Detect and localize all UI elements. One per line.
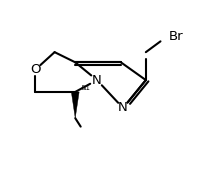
Polygon shape [71, 92, 79, 118]
Text: &1: &1 [80, 85, 90, 91]
Text: Br: Br [169, 30, 183, 43]
Text: N: N [92, 74, 102, 87]
Text: N: N [118, 101, 128, 115]
Text: O: O [30, 63, 40, 76]
